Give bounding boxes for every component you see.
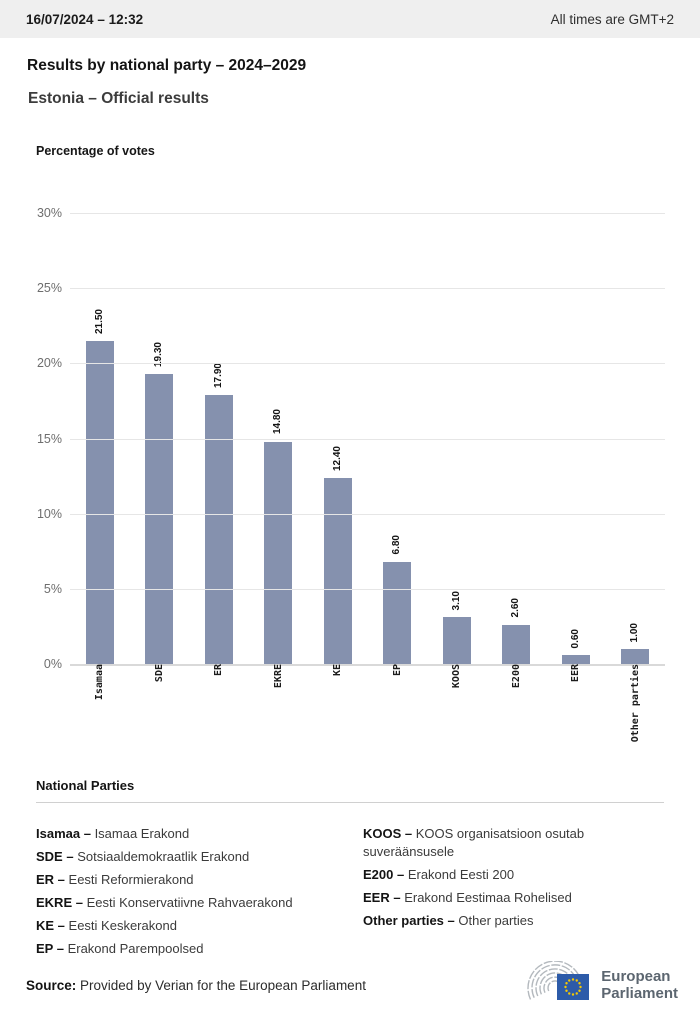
legend-item: Other parties – Other parties — [363, 913, 534, 928]
bar-e200 — [502, 624, 531, 664]
bar-group-isamaa: 21.50 — [70, 213, 130, 664]
bar-ke — [323, 477, 352, 664]
gridline — [70, 664, 665, 666]
bar-value-label: 17.90 — [212, 362, 224, 388]
x-axis-label-slot: E200 — [487, 664, 547, 768]
x-axis-label-slot: EP — [368, 664, 428, 768]
y-axis-tick-label: 20% — [36, 356, 62, 371]
gridline — [70, 588, 665, 590]
eu-stars-icon — [564, 978, 582, 996]
legend-item: EKRE – Eesti Konservatiivne Rahvaerakond — [36, 895, 293, 910]
bars-container: 21.50 19.30 17.90 14.80 12.40 6.80 3.10 2.60 0.6… — [70, 213, 665, 664]
legend-item: SDE – Sotsiaaldemokraatlik Erakond — [36, 849, 250, 864]
ep-logo-wordmark: European Parliament — [601, 968, 678, 1002]
x-axis-label-er: ER — [213, 664, 225, 677]
legend-item: ER – Eesti Reformierakond — [36, 872, 194, 887]
x-axis-label-other-parties: Other parties — [629, 664, 641, 743]
x-axis-label-isamaa: Isamaa — [94, 664, 106, 701]
gridline — [70, 438, 665, 440]
legend-item: EP – Erakond Parempoolsed — [36, 941, 204, 956]
bar-eer — [561, 655, 590, 664]
x-axis-label-eer: EER — [570, 664, 582, 683]
european-parliament-logo: European Parliament — [511, 961, 678, 1009]
y-axis-tick-label: 25% — [36, 281, 62, 296]
bar-value-label: 0.60 — [569, 628, 581, 648]
bar-group-ep: 6.80 — [368, 213, 428, 664]
x-axis-label-slot: KOOS — [427, 664, 487, 768]
footer: Source: Provided by Verian for the Europ… — [26, 961, 678, 1009]
legend-item: Isamaa – Isamaa Erakond — [36, 826, 190, 841]
bar-value-label: 3.10 — [450, 590, 462, 611]
legend-item: KOOS – KOOS organisatsioon osutab suverä… — [363, 826, 585, 859]
bar-value-label: 2.60 — [510, 598, 522, 618]
gridline — [70, 288, 665, 290]
legend-item: EER – Erakond Eestimaa Rohelised — [363, 890, 572, 905]
national-parties-legend: National Parties Isamaa – Isamaa Erakond… — [36, 778, 664, 963]
bar-group-sde: 19.30 — [130, 213, 190, 664]
report-datetime: 16/07/2024 – 12:32 — [26, 11, 144, 27]
source-line: Source: Provided by Verian for the Europ… — [26, 978, 366, 993]
legend-item: KE – Eesti Keskerakond — [36, 918, 177, 933]
x-axis-label-slot: EER — [546, 664, 606, 768]
y-axis-tick-label: 10% — [36, 506, 62, 521]
x-axis-label-slot: EKRE — [249, 664, 309, 768]
legend-column-right: KOOS – KOOS organisatsioon osutab suverä… — [363, 825, 663, 935]
x-axis-label-ep: EP — [391, 664, 403, 677]
bar-isamaa — [85, 340, 114, 664]
bar-koos — [442, 617, 471, 664]
source-label: Source: — [26, 977, 77, 993]
x-axis-label-ekre: EKRE — [272, 664, 284, 689]
bar-value-label: 6.80 — [391, 535, 403, 555]
x-axis-label-e200: E200 — [510, 664, 522, 689]
x-axis-label-ke: KE — [332, 664, 344, 677]
gridline — [70, 213, 665, 214]
bar-value-label: 21.50 — [93, 308, 105, 334]
page-title: Results by national party – 2024–2029 — [27, 57, 307, 74]
bar-group-ekre: 14.80 — [249, 213, 309, 664]
x-axis-label-slot: ER — [189, 664, 249, 768]
bar-er — [204, 394, 233, 664]
x-axis-label-koos: KOOS — [451, 664, 463, 689]
x-axis-label-slot: Other parties — [606, 664, 666, 768]
x-axis-label-sde: SDE — [153, 664, 165, 683]
y-axis-tick-label: 15% — [36, 431, 62, 446]
bar-group-other-parties: 1.00 — [606, 213, 666, 664]
bar-value-label: 14.80 — [272, 409, 284, 435]
bar-group-ke: 12.40 — [308, 213, 368, 664]
x-axis-label-slot: SDE — [130, 664, 190, 768]
legend-divider — [36, 802, 664, 803]
bar-other-parties — [621, 649, 650, 664]
gridline — [70, 513, 665, 515]
y-axis-tick-label: 30% — [36, 206, 62, 220]
y-axis-title: Percentage of votes — [36, 144, 155, 158]
bar-group-er: 17.90 — [189, 213, 249, 664]
bar-group-e200: 2.60 — [487, 213, 547, 664]
bar-sde — [145, 373, 174, 664]
eu-flag-icon — [557, 974, 590, 1000]
ep-emblem-icon — [527, 961, 590, 1000]
header-bar: 16/07/2024 – 12:32 All times are GMT+2 — [0, 0, 700, 38]
x-axis-label-slot: Isamaa — [70, 664, 130, 768]
legend-item: E200 – Erakond Eesti 200 — [363, 867, 515, 882]
bar-group-eer: 0.60 — [546, 213, 606, 664]
x-axis-label-slot: KE — [308, 664, 368, 768]
x-axis-labels: Isamaa SDE ER EKRE KE EP KOOS E200 EER Other part… — [70, 664, 665, 768]
y-axis-tick-label: 0% — [43, 657, 62, 671]
bar-value-label: 12.40 — [331, 445, 343, 471]
bar-ekre — [264, 441, 293, 664]
y-axis-tick-label: 5% — [43, 581, 62, 596]
gridline — [70, 363, 665, 365]
bar-value-label: 1.00 — [629, 622, 641, 642]
timezone-note: All times are GMT+2 — [550, 11, 674, 27]
legend-column-left: Isamaa – Isamaa Erakond SDE – Sotsiaalde… — [36, 825, 363, 963]
page-subtitle: Estonia – Official results — [28, 90, 209, 107]
legend-title: National Parties — [36, 778, 135, 793]
bar-ep — [383, 561, 412, 664]
bar-chart-plot-area: 21.50 19.30 17.90 14.80 12.40 6.80 3.10 2.60 0.6… — [37, 206, 665, 671]
bar-group-koos: 3.10 — [427, 213, 487, 664]
source-text: Provided by Verian for the European Parl… — [80, 977, 366, 993]
